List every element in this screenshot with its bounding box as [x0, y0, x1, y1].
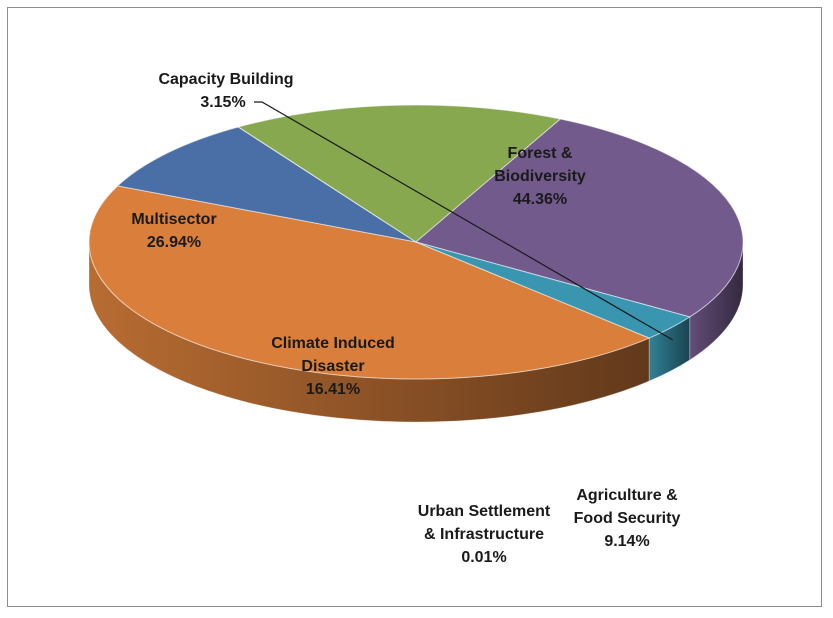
- slice-value-text: 16.41%: [306, 381, 360, 398]
- slice-label-text: Capacity Building: [158, 71, 293, 88]
- slice-label-3: Climate Induced Disaster 16.41%: [271, 335, 395, 398]
- slice-labels: Forest & Biodiversity 44.36% Agriculture & F…: [131, 71, 680, 566]
- slice-label-text: Disaster: [301, 358, 364, 375]
- slice-label-text: Forest &: [508, 145, 573, 162]
- slice-label-text: Urban Settlement: [418, 503, 551, 520]
- slice-label-2: Urban Settlement & Infrastructure 0.01%: [418, 503, 551, 566]
- slice-5: [415, 241, 691, 339]
- slice-label-text: Agriculture &: [576, 487, 678, 504]
- slice-label-text: Food Security: [574, 510, 681, 527]
- slice-value-text: 44.36%: [513, 191, 567, 208]
- slice-label-4: Multisector 26.94%: [131, 211, 216, 251]
- slice-0: [88, 185, 651, 380]
- slice-label-text: Climate Induced: [271, 335, 395, 352]
- slice-label-1: Agriculture & Food Security 9.14%: [574, 487, 681, 550]
- slice-label-5: Capacity Building 3.15%: [158, 71, 293, 111]
- pie-tops: [88, 104, 744, 380]
- slice-1: [116, 126, 417, 243]
- leader-lines: [254, 101, 674, 341]
- slice-value-text: 9.14%: [604, 533, 649, 550]
- slice-label-0: Forest & Biodiversity 44.36%: [494, 145, 586, 208]
- slice-label-text: Multisector: [131, 211, 216, 228]
- slice-3: [237, 104, 562, 243]
- slice-label-text: Biodiversity: [494, 168, 586, 185]
- slice-value-text: 26.94%: [147, 234, 201, 251]
- leader-line-capacity: [254, 101, 674, 341]
- slice-label-text: & Infrastructure: [424, 526, 544, 543]
- slice-value-text: 3.15%: [200, 94, 245, 111]
- slice-value-text: 0.01%: [461, 549, 506, 566]
- slice-4: [414, 118, 744, 318]
